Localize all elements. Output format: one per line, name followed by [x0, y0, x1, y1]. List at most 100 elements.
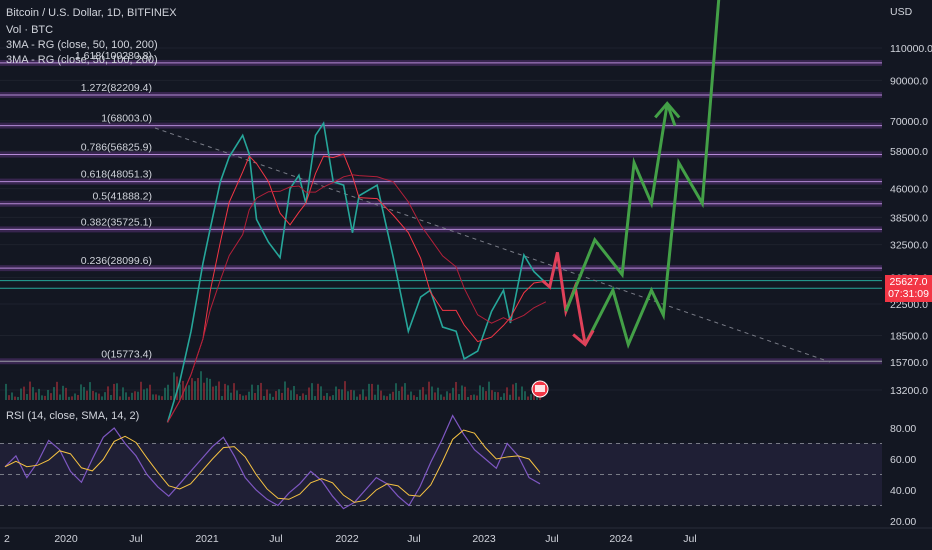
volume-bar: [479, 385, 481, 400]
volume-bar: [347, 391, 349, 400]
rsi-line: [4, 414, 541, 510]
volume-bar: [194, 381, 196, 400]
time-tick-label: 2: [4, 533, 10, 545]
volume-bar: [491, 390, 493, 400]
volume-bar: [197, 378, 199, 400]
time-tick-label: 2023: [472, 533, 496, 545]
price-line: [166, 121, 547, 423]
bar-countdown: 07:31:09: [888, 288, 929, 300]
volume-bar: [437, 387, 439, 400]
time-tick-label: 2022: [335, 533, 359, 545]
price-axis[interactable]: USD 110000.0 90000.0 70000.0 58000.0 46000.0 3…: [890, 6, 932, 397]
volume-bar: [227, 385, 229, 400]
arrow-head: [654, 101, 681, 119]
volume-bar: [377, 384, 379, 400]
volume-bar: [353, 390, 355, 400]
volume-bar: [206, 377, 208, 400]
volume-bar: [452, 387, 454, 400]
projection-path: [541, 251, 587, 345]
volume-bars: [5, 371, 541, 400]
ma-legend-1[interactable]: 3MA - RG (close, 50, 100, 200): [6, 39, 158, 51]
time-axis[interactable]: 2 2020 Jul 2021 Jul 2022 Jul 2023 Jul 2024 Jul: [0, 527, 932, 545]
last-price-badge: 25627.0 07:31:09: [885, 275, 932, 302]
volume-bar: [521, 386, 523, 400]
volume-bar: [242, 395, 244, 400]
volume-bar: [44, 395, 46, 400]
volume-bar: [74, 393, 76, 400]
volume-legend[interactable]: Vol · BTC: [6, 24, 54, 36]
volume-bar: [467, 396, 469, 400]
volume-bar: [131, 392, 133, 400]
volume-bar: [344, 381, 346, 400]
rsi-tick-label: 60.00: [890, 454, 916, 466]
volume-bar: [416, 396, 418, 400]
fib-label: 1.272(82209.4): [81, 82, 152, 94]
volume-bar: [455, 381, 457, 400]
ma-line: [167, 153, 546, 423]
price-series: [166, 121, 547, 423]
price-tick-label: 110000.0: [890, 43, 932, 55]
fib-label: 0.5(41888.2): [92, 191, 152, 203]
volume-bar: [494, 391, 496, 400]
volume-bar: [356, 396, 358, 400]
time-tick-label: 2024: [609, 533, 633, 545]
volume-bar: [326, 392, 328, 400]
volume-bar: [140, 381, 142, 400]
rsi-tick-label: 80.00: [890, 423, 916, 435]
symbol-title[interactable]: Bitcoin / U.S. Dollar, 1D, BITFINEX: [6, 7, 177, 19]
volume-bar: [506, 387, 508, 400]
volume-bar: [332, 395, 334, 400]
volume-bar: [485, 391, 487, 400]
rsi-legend[interactable]: RSI (14, close, SMA, 14, 2): [6, 410, 140, 422]
volume-bar: [233, 383, 235, 400]
volume-bar: [362, 389, 364, 400]
volume-bar: [89, 382, 91, 400]
volume-bar: [230, 392, 232, 400]
volume-bar: [113, 383, 115, 400]
replay-icon[interactable]: [531, 380, 549, 398]
volume-bar: [287, 387, 289, 400]
volume-bar: [53, 387, 55, 400]
descending-trendline: [154, 127, 831, 363]
volume-bar: [179, 384, 181, 400]
volume-bar: [281, 392, 283, 400]
ma-legend-2[interactable]: 3MA - RG (close, 50, 100, 200): [6, 54, 158, 66]
volume-bar: [386, 396, 388, 400]
price-tick-label: 32500.0: [890, 240, 928, 252]
volume-bar: [191, 378, 193, 400]
volume-bar: [98, 393, 100, 400]
volume-bar: [401, 386, 403, 400]
volume-bar: [269, 393, 271, 400]
volume-bar: [278, 389, 280, 400]
volume-bar: [128, 396, 130, 400]
volume-bar: [182, 380, 184, 400]
volume-bar: [50, 393, 52, 400]
volume-bar: [65, 387, 67, 400]
rsi-sma-line: [4, 429, 541, 503]
volume-bar: [404, 383, 406, 400]
fib-retracement: 1.618(100280.8) 1.272(82209.4) 1(68003.0) 0…: [0, 50, 882, 365]
volume-bar: [29, 381, 31, 400]
volume-bar: [434, 392, 436, 400]
time-tick-label: 2020: [54, 533, 78, 545]
time-tick-label: Jul: [269, 533, 282, 545]
rsi-tick-label: 20.00: [890, 516, 916, 528]
volume-bar: [260, 382, 262, 400]
volume-bar: [134, 391, 136, 400]
volume-bar: [119, 396, 121, 400]
time-tick-label: Jul: [683, 533, 696, 545]
volume-bar: [5, 383, 7, 400]
volume-bar: [170, 395, 172, 400]
volume-bar: [146, 388, 148, 400]
time-tick-label: Jul: [129, 533, 142, 545]
volume-bar: [374, 394, 376, 400]
price-tick-label: 13200.0: [890, 385, 928, 397]
volume-bar: [518, 396, 520, 400]
volume-bar: [323, 395, 325, 400]
volume-bar: [458, 394, 460, 400]
volume-bar: [365, 396, 367, 400]
rsi-axis[interactable]: 80.00 60.00 40.00 20.00: [890, 423, 916, 528]
price-tick-label: 58000.0: [890, 146, 928, 158]
volume-bar: [17, 396, 19, 400]
